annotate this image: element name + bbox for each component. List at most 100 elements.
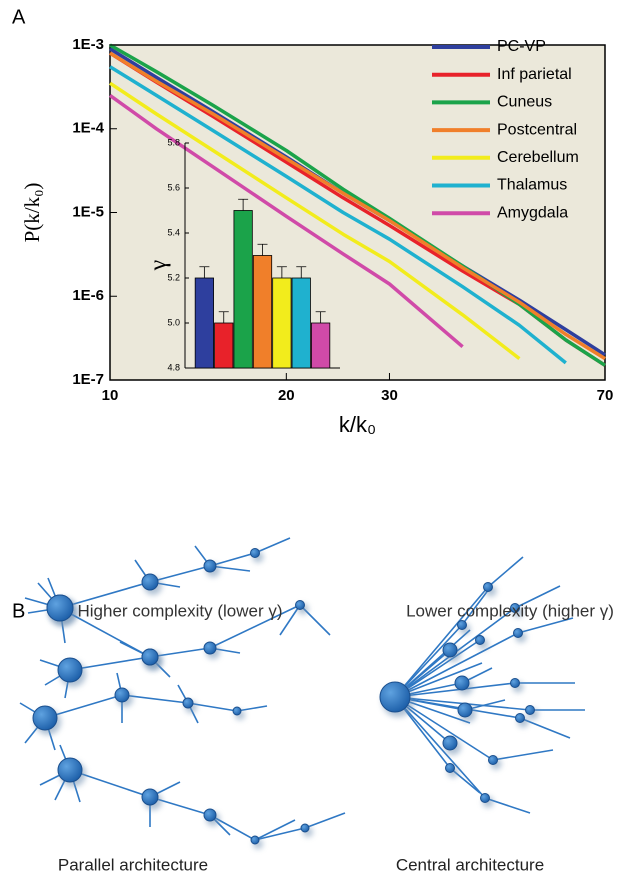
diagram-edge: [149, 565, 211, 583]
diagram-node: [57, 657, 83, 683]
diagram-node: [445, 763, 455, 773]
diagram-node: [457, 620, 467, 630]
diagram-node: [475, 635, 485, 645]
diagram-edge: [209, 552, 256, 567]
diagram-node: [295, 600, 305, 610]
bar: [291, 277, 311, 369]
data-line: [108, 93, 464, 349]
diagram-edge: [209, 604, 301, 649]
diagram-node: [480, 793, 490, 803]
y-tick-label: 1E-6: [72, 287, 104, 304]
x-tick-label: 20: [278, 387, 295, 404]
panel-label: B: [12, 600, 25, 622]
legend-label: Inf parietal: [497, 66, 572, 83]
legend-label: Thalamus: [497, 177, 567, 194]
panel-label: A: [12, 6, 26, 28]
diagram-edge: [517, 617, 574, 634]
inset-y-tick-label: 5.0: [167, 317, 180, 327]
legend-label: Cerebellum: [497, 149, 579, 166]
inset-y-axis-label: γ: [146, 259, 172, 271]
diagram-title: Lower complexity (higher γ): [406, 601, 614, 620]
error-bar: [199, 266, 210, 278]
inset-y-tick-label: 4.8: [167, 362, 180, 372]
y-axis-label: P(k/k₀): [20, 183, 44, 243]
diagram-node: [454, 675, 470, 691]
bar: [252, 255, 273, 369]
data-line: [109, 65, 567, 365]
diagram-caption: Parallel architecture: [58, 855, 208, 874]
diagram-edge: [236, 705, 268, 712]
diagram-edge: [254, 819, 296, 841]
y-tick-label: 1E-5: [72, 203, 104, 220]
legend-label: Cuneus: [497, 94, 552, 111]
diagram-node: [141, 788, 159, 806]
diagram-node: [488, 755, 498, 765]
diagram-edge: [121, 694, 189, 704]
y-tick-label: 1E-4: [72, 120, 104, 137]
error-bar: [296, 266, 307, 278]
diagram-node: [483, 582, 493, 592]
legend-label: Postcentral: [497, 121, 577, 138]
diagram-edge: [279, 604, 301, 636]
diagram-node: [442, 642, 458, 658]
inset-y-tick-label: 5.4: [167, 227, 180, 237]
diagram-edge: [254, 827, 306, 841]
diagram-edge: [394, 696, 521, 719]
diagram-edge: [394, 632, 519, 698]
bar: [194, 277, 214, 369]
y-tick-label: 1E-7: [72, 371, 104, 388]
error-bar: [257, 243, 268, 256]
diagram-node: [250, 835, 260, 845]
diagram-edge: [304, 812, 346, 829]
diagram-node: [513, 628, 523, 638]
x-axis-label: k/k₀: [339, 412, 376, 437]
error-bar: [238, 198, 249, 211]
diagram-node: [510, 603, 520, 613]
diagram-node: [203, 559, 217, 573]
diagram-node: [203, 808, 217, 822]
bar: [311, 322, 331, 369]
diagram-caption: Central architecture: [396, 855, 544, 874]
diagram-node: [203, 641, 217, 655]
error-bar: [276, 266, 287, 278]
diagram-edge: [394, 629, 471, 698]
inset-y-tick-label: 5.2: [167, 272, 180, 282]
diagram-node: [379, 681, 411, 713]
data-line: [109, 81, 521, 360]
data-line: [109, 51, 606, 361]
x-tick-label: 70: [597, 387, 614, 404]
data-line: [109, 43, 606, 367]
x-tick-label: 30: [381, 387, 398, 404]
x-tick-label: 10: [102, 387, 119, 404]
diagram-node: [57, 757, 83, 783]
diagram-node: [182, 697, 194, 709]
diagram-edge: [492, 749, 554, 761]
diagram-edge: [394, 586, 489, 698]
diagram-title: Higher complexity (lower γ): [78, 601, 283, 620]
legend-label: PC-VP: [497, 38, 546, 55]
diagram-edge: [487, 556, 524, 588]
diagram-node: [515, 713, 525, 723]
error-bar: [315, 311, 326, 323]
diagram-edge: [394, 682, 516, 698]
diagram-node: [525, 705, 535, 715]
diagram-node: [442, 735, 458, 751]
bar: [233, 210, 253, 369]
diagram-node: [141, 573, 159, 591]
diagram-node: [510, 678, 520, 688]
bar: [272, 277, 292, 369]
inset-y-tick-label: 5.6: [167, 182, 180, 192]
bar: [214, 322, 234, 369]
y-tick-label: 1E-3: [72, 36, 104, 53]
diagram-node: [232, 706, 242, 716]
diagram-edge: [254, 537, 291, 554]
diagram-node: [141, 648, 159, 666]
diagram-edge: [514, 585, 561, 609]
legend-label: Amygdala: [497, 204, 568, 221]
diagram-edge: [394, 696, 486, 799]
diagram-edge: [394, 639, 481, 698]
inset-y-tick-label: 5.8: [167, 137, 180, 147]
diagram-node: [300, 823, 310, 833]
